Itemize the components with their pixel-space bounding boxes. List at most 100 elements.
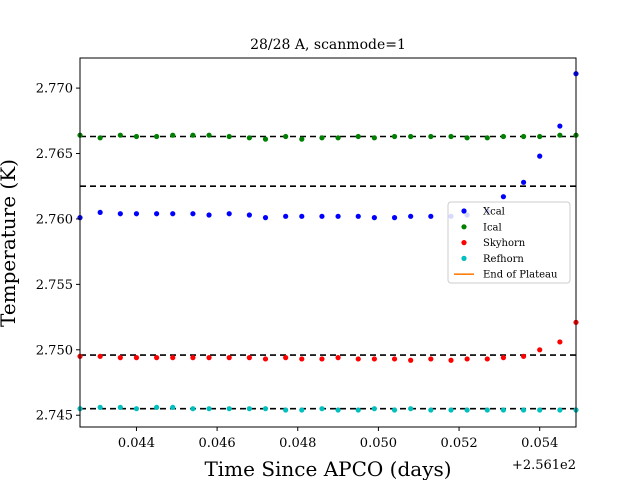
- ical-point-4: [154, 133, 160, 140]
- ical-point-18: [408, 133, 414, 140]
- xcal-point-17: [391, 215, 398, 221]
- skyhorn-point-4: [154, 355, 160, 361]
- y-tick-label-2: 2.755: [36, 278, 73, 293]
- xcal-point-13: [319, 213, 325, 219]
- skyhorn-point-23: [500, 355, 507, 361]
- refhorn-point-24: [520, 407, 527, 413]
- refhorn-point-17: [391, 407, 398, 413]
- skyhorn-point-17: [391, 356, 398, 362]
- skyhorn-point-18: [408, 357, 414, 363]
- skyhorn-point-6: [190, 355, 196, 361]
- refhorn-point-12: [299, 407, 305, 413]
- refhorn-point-4: [154, 404, 160, 410]
- chart-title: 28/28 A, scanmode=1: [250, 37, 406, 53]
- xcal-point-8: [226, 211, 232, 217]
- legend-swatch-skyhorn: [461, 240, 467, 246]
- ical-point-24: [520, 133, 527, 140]
- x-tick-label-0: 0.044: [118, 436, 155, 451]
- x-tick-label-5: 0.054: [521, 436, 558, 451]
- ical-point-1: [97, 135, 103, 141]
- xcal-point-23: [500, 194, 507, 200]
- refhorn-point-13: [319, 406, 325, 412]
- legend-box: [447, 201, 571, 284]
- skyhorn-point-26: [557, 339, 563, 345]
- skyhorn-point-15: [355, 356, 361, 362]
- skyhorn-point-24: [520, 353, 527, 359]
- xcal-point-7: [206, 212, 212, 218]
- ical-point-5: [170, 132, 176, 138]
- skyhorn-point-3: [133, 355, 140, 361]
- skyhorn-point-13: [319, 356, 325, 362]
- xcal-point-5: [170, 211, 176, 217]
- ical-point-26: [557, 132, 563, 138]
- data-points: [77, 71, 579, 413]
- y-tick-label-1: 2.750: [36, 343, 73, 358]
- skyhorn-point-1: [97, 353, 103, 359]
- skyhorn-point-5: [170, 355, 176, 361]
- plot-area-frame: [79, 57, 577, 428]
- ical-point-20: [448, 133, 454, 140]
- x-tick-label-1: 0.046: [198, 436, 235, 451]
- skyhorn-point-21: [464, 356, 470, 362]
- ical-point-22: [484, 135, 490, 141]
- skyhorn-point-25: [537, 347, 543, 353]
- refhorn-point-21: [464, 407, 470, 413]
- ical-point-2: [117, 132, 123, 138]
- legend-label-ical: Ical: [483, 222, 502, 233]
- refhorn-point-15: [355, 407, 361, 413]
- skyhorn-point-14: [335, 355, 341, 361]
- skyhorn-point-8: [226, 355, 232, 361]
- ical-point-10: [262, 136, 269, 142]
- skyhorn-point-12: [299, 356, 305, 362]
- skyhorn-point-20: [448, 357, 454, 363]
- skyhorn-point-22: [484, 356, 490, 362]
- ical-point-17: [391, 133, 398, 140]
- skyhorn-point-9: [246, 355, 252, 361]
- refhorn-point-22: [484, 407, 490, 413]
- y-tick-label-3: 2.760: [36, 212, 73, 227]
- legend-label-end-of-plateau: End of Plateau: [483, 270, 558, 281]
- legend: Xcal Ical Skyhorn Refhorn End of Plateau: [447, 201, 571, 284]
- x-axis-ticks: 0.044 0.046 0.048 0.050 0.052 0.054: [118, 427, 558, 451]
- ical-point-9: [246, 135, 252, 141]
- legend-label-xcal: Xcal: [483, 207, 505, 218]
- skyhorn-point-11: [283, 355, 289, 361]
- legend-swatch-refhorn: [461, 255, 467, 261]
- xcal-point-1: [97, 209, 103, 216]
- refhorn-point-26: [557, 407, 563, 413]
- ical-point-23: [500, 133, 507, 140]
- x-tick-label-3: 0.050: [360, 436, 397, 451]
- refhorn-point-5: [170, 404, 176, 410]
- y-axis-ticks: 2.745 2.750 2.755 2.760 2.765 2.770: [36, 82, 80, 424]
- refhorn-point-10: [262, 406, 269, 412]
- refhorn-point-2: [117, 404, 123, 410]
- refhorn-point-18: [408, 406, 414, 412]
- x-tick-label-2: 0.048: [279, 436, 316, 451]
- xcal-point-12: [299, 213, 305, 219]
- refhorn-point-19: [428, 407, 434, 413]
- ical-point-11: [283, 133, 289, 140]
- xcal-point-14: [335, 213, 341, 219]
- legend-swatch-ical: [461, 224, 467, 230]
- ical-point-21: [464, 135, 470, 141]
- ical-point-6: [190, 132, 196, 138]
- y-tick-label-5: 2.770: [36, 82, 73, 97]
- ical-point-13: [319, 135, 325, 141]
- xcal-point-6: [190, 211, 196, 217]
- y-axis-label: Temperature (K): [0, 159, 20, 327]
- refhorn-point-16: [371, 406, 377, 412]
- refhorn-point-20: [448, 407, 454, 413]
- skyhorn-point-7: [206, 355, 212, 361]
- ical-point-14: [335, 135, 341, 141]
- refhorn-point-6: [190, 406, 196, 412]
- legend-label-refhorn: Refhorn: [483, 254, 524, 265]
- xcal-point-16: [371, 215, 377, 221]
- xcal-point-2: [117, 211, 123, 217]
- ical-point-7: [206, 132, 212, 138]
- x-offset-text: +2.561e2: [512, 458, 576, 473]
- xcal-point-26: [557, 123, 563, 129]
- legend-swatch-xcal: [461, 208, 467, 214]
- ical-point-12: [299, 136, 305, 142]
- skyhorn-point-16: [371, 356, 377, 362]
